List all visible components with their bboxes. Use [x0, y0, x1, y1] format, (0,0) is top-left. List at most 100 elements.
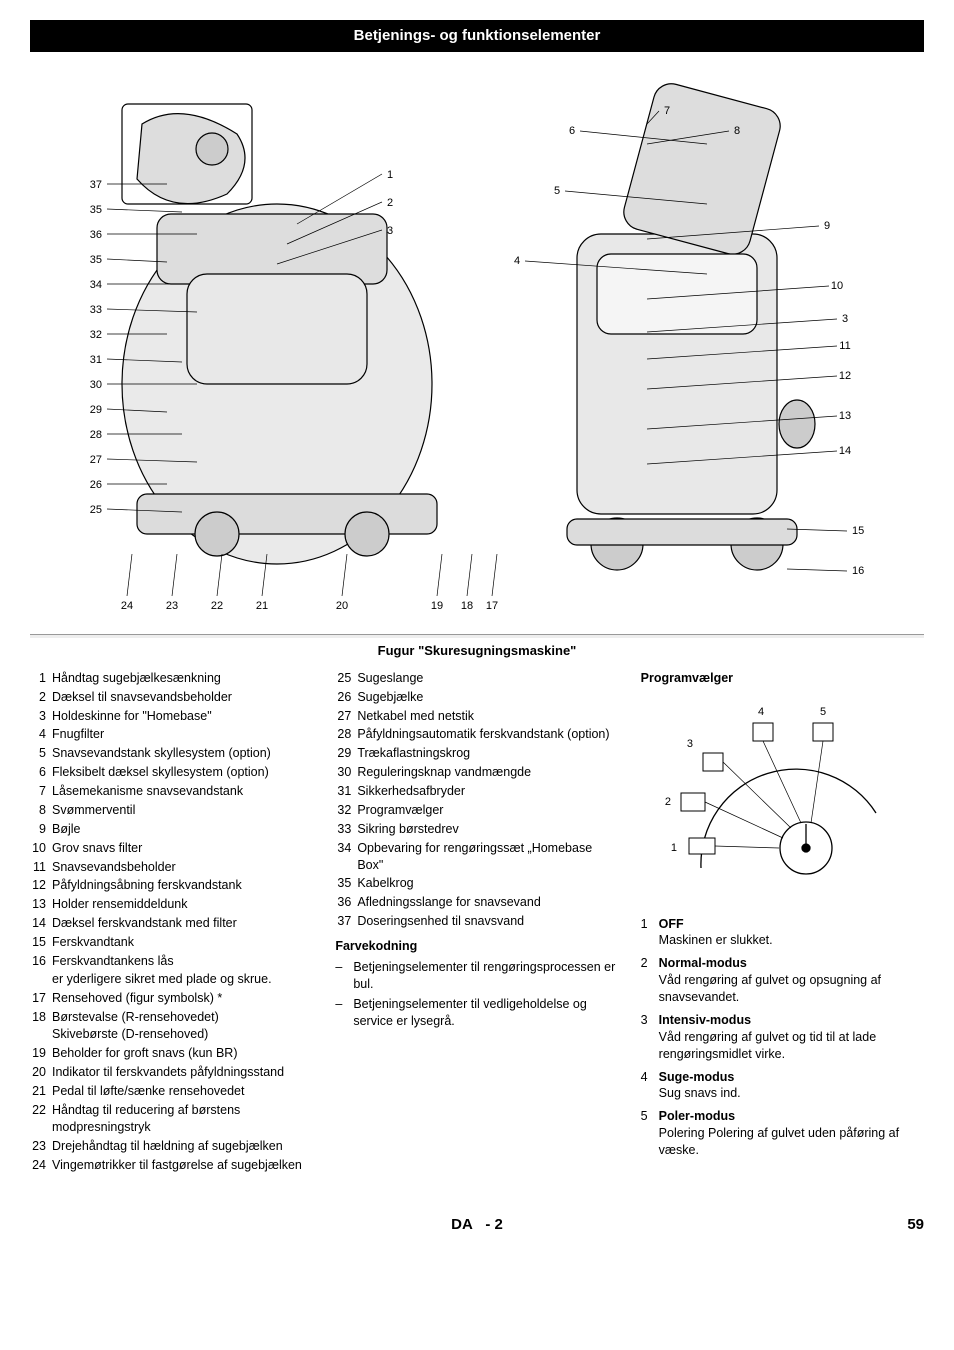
legend-number: 11: [30, 859, 52, 876]
legend-text: Trækaflastningskrog: [357, 745, 618, 762]
legend-number: 1: [30, 670, 52, 687]
legend-number: 13: [30, 896, 52, 913]
legend-text: Vingemøtrikker til fastgørelse af sugebj…: [52, 1157, 313, 1174]
legend-item: 33Sikring børstedrev: [335, 821, 618, 838]
svg-text:11: 11: [839, 340, 850, 352]
mode-name: Suge-modus: [659, 1069, 735, 1086]
divider: [30, 634, 924, 638]
svg-text:35: 35: [90, 254, 102, 266]
svg-text:6: 6: [569, 125, 575, 137]
footer-page: 59: [884, 1215, 924, 1235]
legend-number: 17: [30, 990, 52, 1007]
svg-text:13: 13: [839, 410, 851, 422]
svg-text:14: 14: [839, 445, 851, 457]
legend-number: 28: [335, 726, 357, 743]
legend-item: 16Ferskvandtankens lås: [30, 953, 313, 970]
legend-number: 4: [30, 726, 52, 743]
svg-text:19: 19: [431, 600, 443, 612]
svg-text:21: 21: [256, 600, 268, 612]
dash-icon: –: [335, 959, 353, 993]
footer-sep: -: [485, 1216, 490, 1233]
svg-text:8: 8: [734, 125, 740, 137]
legend-number: 31: [335, 783, 357, 800]
legend-item: 11Snavsevandsbeholder: [30, 859, 313, 876]
svg-text:31: 31: [90, 354, 102, 366]
svg-text:30: 30: [90, 379, 102, 391]
legend-item: 5Snavsevandstank skyllesystem (option): [30, 745, 313, 762]
legend-item: 23Drejehåndtag til hældning af sugebjælk…: [30, 1138, 313, 1155]
svg-text:15: 15: [852, 525, 864, 537]
legend-item: 18Børstevalse (R-rensehovedet): [30, 1009, 313, 1026]
svg-text:29: 29: [90, 404, 102, 416]
legend-number: 24: [30, 1157, 52, 1174]
legend-text: Beholder for groft snavs (kun BR): [52, 1045, 313, 1062]
svg-text:2: 2: [387, 197, 393, 209]
legend-text: Holder rensemiddeldunk: [52, 896, 313, 913]
svg-text:33: 33: [90, 304, 102, 316]
legend-text: Kabelkrog: [357, 875, 618, 892]
legend-text: Fleksibelt dæksel skyllesystem (option): [52, 764, 313, 781]
legend-text: Svømmerventil: [52, 802, 313, 819]
legend-number: 9: [30, 821, 52, 838]
legend-item: 4Fnugfilter: [30, 726, 313, 743]
legend-text: Dæksel ferskvandstank med filter: [52, 915, 313, 932]
legend-item: 15Ferskvandtank: [30, 934, 313, 951]
legend-number: 21: [30, 1083, 52, 1100]
legend-number: 6: [30, 764, 52, 781]
legend-text: Pedal til løfte/sænke rensehovedet: [52, 1083, 313, 1100]
legend-text: Reguleringsknap vandmængde: [357, 764, 618, 781]
svg-text:4: 4: [758, 706, 764, 718]
legend-text: Doseringsenhed til snavsvand: [357, 913, 618, 930]
legend-item: 10Grov snavs filter: [30, 840, 313, 857]
legend-text: Netkabel med netstik: [357, 708, 618, 725]
dash-icon: –: [335, 996, 353, 1030]
legend-text: Påfyldningsautomatik ferskvandstank (opt…: [357, 726, 618, 743]
legend-item: 12Påfyldningsåbning ferskvandstank: [30, 877, 313, 894]
legend-text: Påfyldningsåbning ferskvandstank: [52, 877, 313, 894]
legend-text: Sikring børstedrev: [357, 821, 618, 838]
svg-text:37: 37: [90, 179, 102, 191]
legend-number: 25: [335, 670, 357, 687]
legend-item: 3Holdeskinne for "Homebase": [30, 708, 313, 725]
legend-text: Fnugfilter: [52, 726, 313, 743]
legend-text: Bøjle: [52, 821, 313, 838]
mode-name: Intensiv-modus: [659, 1012, 751, 1029]
mode-item: 2Normal-modusVåd rengøring af gulvet og …: [641, 955, 924, 1006]
legend-text: Håndtag til reducering af børstens modpr…: [52, 1102, 313, 1136]
svg-text:34: 34: [90, 279, 102, 291]
footer-center: DA - 2: [70, 1215, 884, 1235]
legend-text: Programvælger: [357, 802, 618, 819]
mode-name: Normal-modus: [659, 955, 747, 972]
svg-text:10: 10: [831, 280, 843, 292]
legend-number: 18: [30, 1009, 52, 1026]
legend-number: 2: [30, 689, 52, 706]
legend-number: 32: [335, 802, 357, 819]
legend-item: 30Reguleringsknap vandmængde: [335, 764, 618, 781]
column-1: 1Håndtag sugebjælkesænkning2Dæksel til s…: [30, 670, 313, 1176]
svg-text:24: 24: [121, 600, 133, 612]
legend-number: 35: [335, 875, 357, 892]
mode-number: 2: [641, 955, 659, 972]
svg-text:32: 32: [90, 329, 102, 341]
legend-number: 20: [30, 1064, 52, 1081]
legend-text: Snavsevandsbeholder: [52, 859, 313, 876]
svg-text:12: 12: [839, 370, 851, 382]
legend-text: Ferskvandtank: [52, 934, 313, 951]
legend-item: 28Påfyldningsautomatik ferskvandstank (o…: [335, 726, 618, 743]
legend-number: 8: [30, 802, 52, 819]
svg-text:17: 17: [486, 600, 498, 612]
svg-text:5: 5: [554, 185, 560, 197]
legend-item: 27Netkabel med netstik: [335, 708, 618, 725]
legend-item: 35Kabelkrog: [335, 875, 618, 892]
legend-number: 37: [335, 913, 357, 930]
legend-item: 1Håndtag sugebjælkesænkning: [30, 670, 313, 687]
legend-text: Låsemekanisme snavsevandstank: [52, 783, 313, 800]
legend-item: 20Indikator til ferskvandets påfyldnings…: [30, 1064, 313, 1081]
legend-item: 31Sikkerhedsafbryder: [335, 783, 618, 800]
legend-item: 37Doseringsenhed til snavsvand: [335, 913, 618, 930]
program-dial-diagram: OFF 1 2 3 4 5: [641, 693, 924, 898]
mode-item: 1OFFMaskinen er slukket.: [641, 916, 924, 950]
svg-text:27: 27: [90, 454, 102, 466]
legend-number: 12: [30, 877, 52, 894]
svg-text:26: 26: [90, 479, 102, 491]
